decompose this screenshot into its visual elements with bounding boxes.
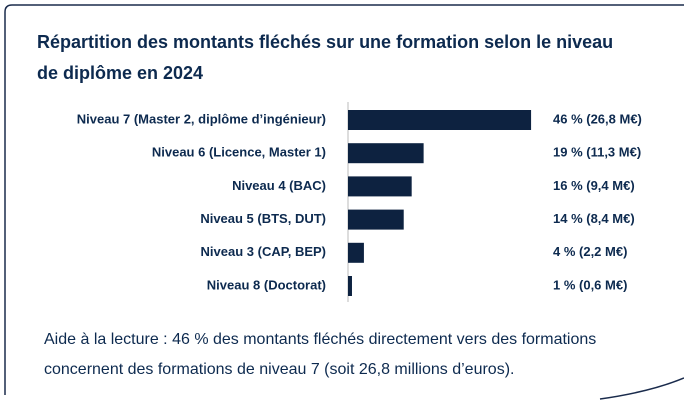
- bar: [348, 176, 412, 197]
- category-label: Niveau 4 (BAC): [232, 178, 326, 193]
- bar: [348, 276, 352, 296]
- bar: [348, 242, 364, 263]
- bar: [348, 143, 424, 164]
- category-label: Niveau 5 (BTS, DUT): [200, 211, 326, 226]
- frame-corner: [599, 377, 684, 400]
- category-label: Niveau 6 (Licence, Master 1): [152, 145, 326, 160]
- value-label: 16 % (9,4 M€): [553, 178, 635, 193]
- category-label: Niveau 7 (Master 2, diplôme d’ingénieur): [77, 111, 326, 126]
- category-label: Niveau 8 (Doctorat): [207, 277, 326, 292]
- value-label: 14 % (8,4 M€): [553, 211, 635, 226]
- value-label: 4 % (2,2 M€): [553, 244, 627, 259]
- value-label: 46 % (26,8 M€): [553, 111, 642, 126]
- value-label: 1 % (0,6 M€): [553, 277, 627, 292]
- bar: [348, 110, 532, 130]
- frame: [4, 4, 684, 395]
- value-label: 19 % (11,3 M€): [553, 145, 641, 160]
- note: Aide à la lecture : 46 % des montants fl…: [44, 331, 597, 378]
- chart-title: Répartition des montants fléchés sur une…: [37, 32, 614, 83]
- bar: [348, 209, 404, 230]
- category-label: Niveau 3 (CAP, BEP): [201, 244, 326, 259]
